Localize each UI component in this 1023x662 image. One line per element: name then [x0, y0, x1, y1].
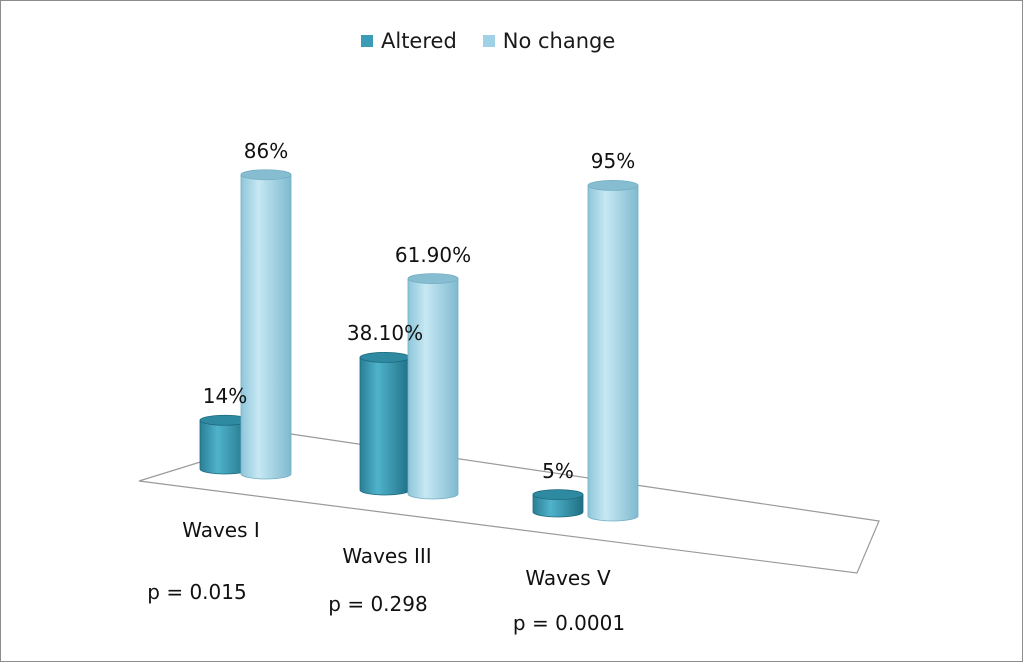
legend-swatch-altered	[361, 35, 373, 47]
p-value-label-1: p = 0.015	[147, 580, 247, 604]
p-value-label-3: p = 0.0001	[512, 611, 626, 635]
bar-no-change-2	[407, 273, 459, 500]
category-label-1: Waves I	[182, 518, 260, 542]
legend: Altered No change	[361, 29, 615, 53]
bars-layer	[199, 169, 639, 522]
legend-label-no-change: No change	[502, 29, 616, 53]
p-value-label-2: p = 0.298	[328, 592, 428, 616]
legend-item-altered: Altered	[361, 29, 457, 53]
data-label-altered-2: 38.10%	[346, 321, 424, 346]
category-label-3: Waves V	[525, 566, 611, 590]
data-label-altered-1: 14%	[202, 384, 248, 409]
data-label-no-change-3: 95%	[590, 149, 636, 174]
data-label-no-change-1: 86%	[243, 138, 289, 163]
legend-item-no-change: No change	[482, 29, 616, 53]
bar-altered-3	[532, 489, 584, 518]
data-label-altered-3: 5%	[542, 458, 574, 483]
bar-no-change-1	[240, 169, 292, 480]
legend-label-altered: Altered	[381, 29, 457, 53]
data-label-no-change-2: 61.90%	[394, 242, 472, 267]
legend-swatch-no-change	[482, 35, 495, 47]
category-label-2: Waves III	[342, 544, 432, 568]
bar-altered-2	[359, 352, 411, 496]
bar-no-change-3	[587, 179, 639, 522]
